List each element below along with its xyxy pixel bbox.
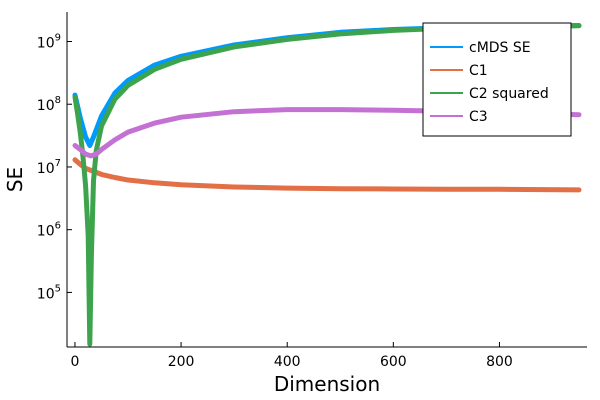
x-tick-label: 200	[168, 354, 195, 370]
x-tick-label: 600	[380, 354, 407, 370]
axes	[66, 12, 587, 348]
y-tick-label: 106	[37, 221, 61, 240]
y-tick-label: 109	[37, 32, 61, 51]
legend-label: C1	[469, 63, 488, 79]
x-tick-label: 400	[274, 354, 301, 370]
legend: cMDS SE C1 C2 squared C3	[422, 22, 572, 137]
x-tick-label: 800	[486, 354, 513, 370]
series-line-2	[72, 157, 582, 193]
series-lines	[72, 23, 582, 347]
y-tick-label: 107	[37, 158, 61, 177]
legend-label: cMDS SE	[469, 40, 531, 56]
x-tick-label: 0	[70, 354, 79, 370]
series-line-3	[72, 23, 582, 347]
y-tick-label: 108	[37, 95, 61, 114]
legend-label: C3	[469, 109, 488, 125]
legend-box	[422, 22, 572, 137]
tick-labels: 0 200 400 600 800 105 106 107 108 109	[37, 32, 513, 370]
legend-label: C2 squared	[469, 86, 549, 102]
y-tick-label: 105	[37, 283, 61, 302]
series-line-4	[72, 107, 582, 159]
x-axis-label: Dimension	[274, 372, 380, 396]
y-axis-label: SE	[3, 167, 27, 192]
